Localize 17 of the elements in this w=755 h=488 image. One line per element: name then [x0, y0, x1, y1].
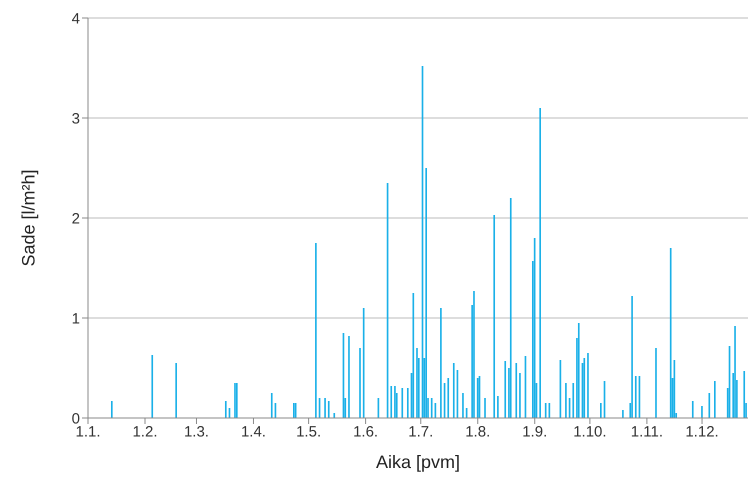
y-tick-label: 1 [72, 310, 80, 328]
x-tick-label: 1.9. [522, 424, 548, 441]
x-tick-label: 1.7. [408, 424, 434, 441]
x-tick-label: 1.12. [685, 424, 719, 441]
x-tick-label: 1.10. [573, 424, 607, 441]
x-tick-label: 1.11. [630, 424, 664, 441]
y-tick-label: 2 [72, 210, 80, 228]
x-axis-title: Aika [pvm] [376, 452, 460, 472]
x-tick-label: 1.5. [296, 424, 322, 441]
x-tick-label: 1.8. [465, 424, 490, 441]
x-tick-label: 1.6. [353, 424, 378, 441]
y-axis-title: Sade [l/m²h] [18, 169, 38, 267]
x-tick-label: 1.4. [240, 424, 266, 441]
y-tick-label: 3 [72, 110, 80, 128]
y-tick-label: 4 [72, 10, 80, 28]
x-tick-label: 1.3. [184, 424, 209, 441]
x-tick-label: 1.2. [132, 424, 158, 441]
